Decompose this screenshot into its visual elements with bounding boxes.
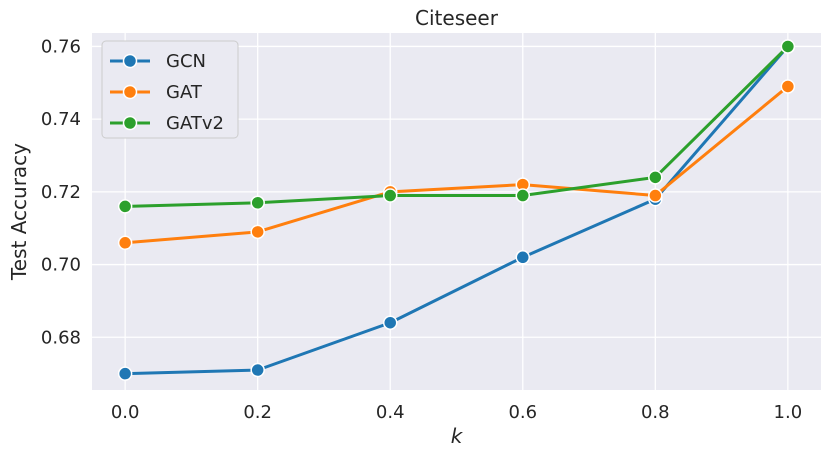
series-gat (117, 79, 796, 251)
x-tick-label: 0.2 (243, 402, 272, 423)
x-tick-label: 0.6 (508, 402, 537, 423)
x-tick-label: 1.0 (774, 402, 803, 423)
y-tick-label: 0.74 (41, 109, 81, 130)
legend-box (101, 40, 239, 139)
y-tick-label: 0.70 (41, 255, 81, 276)
x-tick-label: 0.8 (641, 402, 670, 423)
data-point-gatv2 (780, 39, 796, 54)
data-point-gat (250, 224, 265, 240)
data-point-gcn (117, 366, 133, 381)
data-point-gcn (515, 250, 531, 265)
legend-item-gcn: GCN (110, 51, 206, 72)
data-point-gcn (250, 362, 265, 378)
legend-label: GAT (166, 82, 203, 103)
grid-lines (92, 33, 821, 390)
x-tick-label: 0.0 (111, 402, 140, 423)
chart-title: Citeseer (415, 6, 499, 30)
data-point-gcn (382, 315, 398, 330)
legend-marker (122, 84, 138, 100)
legend-marker (122, 53, 138, 69)
series-line-gcn (123, 44, 790, 376)
data-point-gatv2 (648, 170, 663, 185)
y-tick-label: 0.68 (41, 327, 81, 348)
series-line-gatv2 (123, 44, 790, 208)
tick-labels: 0.0 0.2 0.4 0.6 0.8 1.0 0.68 0.70 0.72 0.74 0.76 (41, 36, 802, 423)
y-tick-label: 0.76 (41, 36, 81, 57)
legend: GCN GAT GATv2 (101, 40, 239, 139)
legend-item-gat: GAT (110, 82, 203, 103)
y-tick-label: 0.72 (41, 182, 81, 203)
data-point-gatv2 (117, 199, 133, 214)
legend-label: GATv2 (166, 113, 224, 134)
data-point-gat (780, 79, 796, 94)
legend-item-gatv2: GATv2 (110, 113, 224, 134)
series-layer (117, 39, 796, 381)
data-point-gat (117, 235, 133, 251)
x-axis-label: k (451, 424, 464, 448)
data-point-gatv2 (382, 188, 398, 203)
series-line-gat (123, 84, 790, 245)
y-axis-label: Test Accuracy (7, 143, 31, 281)
data-point-gat (648, 188, 663, 203)
series-gatv2 (117, 39, 796, 214)
data-point-gatv2 (515, 188, 531, 203)
x-tick-label: 0.4 (376, 402, 405, 423)
data-point-gatv2 (250, 195, 265, 211)
legend-marker (122, 115, 138, 131)
legend-label: GCN (166, 51, 206, 72)
